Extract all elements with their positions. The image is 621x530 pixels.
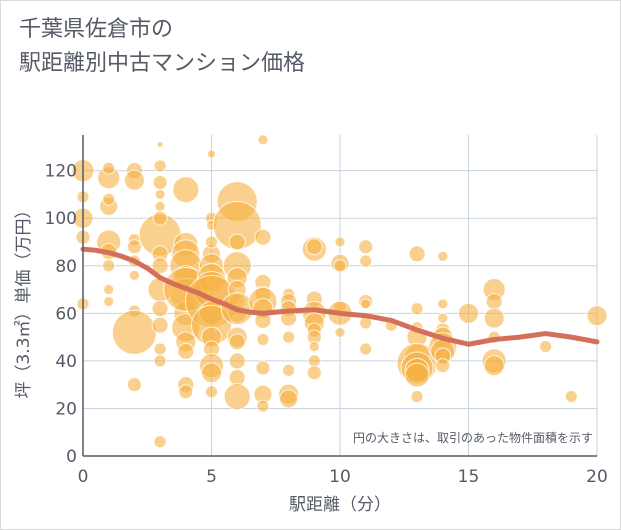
bubble-size-note: 円の大きさは、取引のあった物件面積を示す bbox=[353, 430, 593, 445]
data-bubble bbox=[358, 239, 374, 255]
data-bubble bbox=[154, 188, 166, 200]
y-axis-label: 坪（3.3㎡）単価（万円） bbox=[14, 201, 34, 398]
data-bubble bbox=[153, 354, 167, 368]
data-bubble bbox=[359, 342, 373, 356]
data-bubble bbox=[410, 390, 424, 404]
data-bubble bbox=[539, 340, 553, 354]
data-bubble bbox=[152, 175, 168, 191]
data-bubble bbox=[483, 307, 505, 329]
data-bubble bbox=[205, 385, 218, 399]
data-bubble bbox=[437, 298, 449, 310]
data-bubble bbox=[152, 210, 168, 226]
data-bubble bbox=[408, 245, 426, 263]
data-bubble bbox=[153, 159, 167, 173]
data-bubble bbox=[437, 312, 449, 324]
data-bubble bbox=[564, 390, 578, 404]
x-tick-labels: 0 5 10 15 20 bbox=[78, 467, 608, 487]
data-bubble bbox=[172, 176, 200, 204]
data-bubble bbox=[334, 326, 346, 338]
data-bubble bbox=[359, 254, 373, 268]
data-bubble bbox=[153, 435, 167, 449]
data-bubble bbox=[103, 284, 115, 296]
trend-series bbox=[80, 246, 600, 347]
data-bubble bbox=[586, 305, 608, 327]
x-tick-label: 20 bbox=[586, 467, 608, 487]
data-bubble bbox=[435, 358, 451, 374]
x-axis-label: 駅距離（分） bbox=[289, 495, 391, 515]
data-bubble bbox=[228, 352, 246, 370]
data-bubble bbox=[404, 362, 430, 388]
chart-title-line-2: 駅距離別中古マンション価格 bbox=[19, 51, 306, 76]
data-bubble bbox=[282, 363, 296, 377]
y-tick-label: 40 bbox=[55, 352, 77, 372]
data-bubble bbox=[156, 141, 164, 149]
data-bubble bbox=[228, 333, 246, 351]
data-bubble bbox=[256, 332, 270, 346]
data-bubble bbox=[307, 354, 321, 368]
data-bubble bbox=[256, 399, 270, 413]
axes bbox=[82, 135, 597, 457]
x-tick-label: 15 bbox=[458, 467, 480, 487]
trend-line bbox=[80, 246, 600, 347]
chart-title-line-1: 千葉県佐倉市の bbox=[19, 17, 174, 42]
data-bubble bbox=[151, 257, 169, 275]
data-bubble bbox=[123, 169, 145, 191]
data-bubble bbox=[257, 134, 269, 146]
data-bubble bbox=[111, 309, 157, 355]
data-bubble bbox=[102, 192, 116, 206]
data-bubble bbox=[306, 365, 322, 381]
data-bubble bbox=[305, 238, 323, 256]
data-bubble bbox=[308, 341, 320, 353]
data-bubble bbox=[223, 383, 251, 411]
x-tick-label: 10 bbox=[329, 467, 351, 487]
data-bubble bbox=[410, 302, 424, 316]
data-bubble bbox=[334, 236, 346, 248]
data-bubble bbox=[279, 389, 299, 409]
data-bubble bbox=[154, 200, 166, 212]
data-bubble bbox=[151, 316, 169, 334]
x-tick-label: 5 bbox=[206, 467, 217, 487]
y-tick-label: 60 bbox=[55, 304, 77, 324]
data-bubble bbox=[128, 269, 140, 281]
data-bubble bbox=[333, 259, 347, 273]
data-bubble bbox=[126, 377, 142, 393]
y-tick-label: 100 bbox=[45, 209, 77, 229]
data-bubble bbox=[126, 239, 142, 255]
data-bubble bbox=[282, 330, 296, 344]
data-bubble bbox=[103, 295, 115, 307]
data-bubble bbox=[177, 342, 195, 360]
data-bubble bbox=[102, 161, 116, 175]
data-bubble bbox=[255, 360, 271, 376]
y-tick-label: 80 bbox=[55, 257, 77, 277]
data-bubble bbox=[228, 233, 246, 251]
data-bubble bbox=[151, 300, 169, 318]
y-tick-label: 20 bbox=[55, 399, 77, 419]
y-tick-label: 120 bbox=[45, 162, 77, 182]
data-bubble bbox=[437, 250, 449, 262]
data-bubble bbox=[201, 362, 222, 384]
data-bubble bbox=[205, 235, 218, 249]
data-bubble bbox=[178, 384, 194, 400]
x-tick-label: 0 bbox=[78, 467, 89, 487]
data-bubble bbox=[207, 149, 216, 159]
data-bubble bbox=[485, 292, 503, 310]
data-bubble bbox=[102, 259, 116, 273]
y-tick-labels: 0 20 40 60 80 100 120 bbox=[45, 162, 77, 467]
data-bubble bbox=[254, 228, 272, 246]
data-bubble bbox=[360, 298, 372, 310]
y-tick-label: 0 bbox=[66, 447, 77, 467]
data-bubble bbox=[458, 302, 479, 324]
data-bubble bbox=[483, 355, 505, 377]
chart-title: 千葉県佐倉市の 駅距離別中古マンション価格 bbox=[19, 13, 305, 81]
data-bubble bbox=[153, 342, 167, 356]
